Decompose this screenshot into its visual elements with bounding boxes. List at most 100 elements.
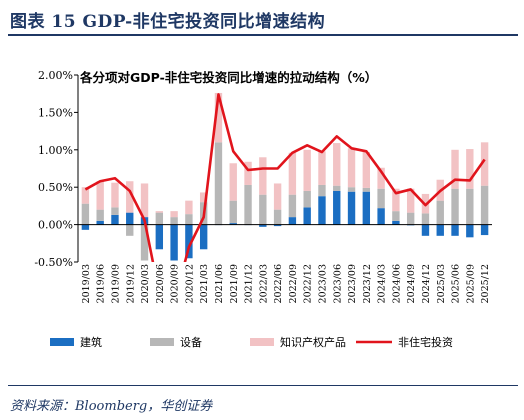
x-tick-label: 2024/06 [391,264,402,303]
legend-label: 建筑 [80,335,102,349]
legend-swatch [250,338,274,346]
bar-equipment [185,214,193,225]
bar-ip [406,188,415,213]
bar-ip [185,200,193,215]
x-tick-label: 2020/09 [170,264,181,303]
bar-ip [347,148,356,188]
bar-equipment [347,187,356,192]
header-rule [8,34,518,36]
bar-construction [451,224,459,236]
bar-construction [480,224,489,236]
bar-construction [273,224,282,227]
total-line-group [84,93,486,262]
bar-construction [111,214,119,225]
bar-equipment [421,213,430,225]
x-tick-label: 2024/09 [406,264,417,303]
bar-ip [214,92,223,143]
bar-construction [318,196,326,225]
legend-label: 设备 [180,335,202,349]
bar-equipment [244,184,252,225]
bar-construction [185,224,193,259]
bar-construction [126,212,134,225]
bar-ip [170,211,178,218]
bar-construction [377,208,385,225]
bar-construction [81,224,90,230]
bar-ip [392,188,400,212]
bar-equipment [406,212,415,225]
bar-ip [333,143,341,186]
bar-construction [333,190,341,225]
x-tick-label: 2022/06 [273,264,284,303]
bar-equipment [362,187,371,192]
bar-ip [126,181,134,213]
bar-equipment [170,217,178,225]
bar-equipment [392,211,400,221]
bar-ip [318,151,326,185]
bar-equipment [111,207,119,215]
x-tick-label: 2023/03 [317,264,328,303]
bar-construction [392,220,400,225]
x-tick-label: 2024/03 [377,264,388,303]
x-tick-label: 2022/09 [288,264,299,303]
bar-equipment [377,188,385,209]
x-tick-label: 2021/03 [199,264,210,303]
bar-construction [229,223,237,225]
y-tick-label: 2.00% [38,69,73,82]
bar-ip [466,149,474,189]
bar-ip [288,152,297,195]
chart-title: 各分项对GDP-非住宅投资同比增速的拉动结构（%） [79,70,377,85]
bar-equipment [214,142,223,225]
x-tick-label: 2020/06 [155,264,166,303]
bar-ip [303,149,311,191]
footer-rule [8,385,518,386]
bar-construction [96,220,104,225]
legend-label: 非住宅投资 [398,335,453,349]
bar-equipment [81,203,90,225]
bar-equipment [480,185,489,225]
bar-ip [244,161,252,185]
bar-equipment [126,224,134,236]
bar-construction [288,217,297,225]
x-tick-label: 2024/12 [421,264,432,303]
bar-construction [259,224,267,227]
x-tick-label: 2020/03 [140,264,151,303]
bar-equipment [436,200,444,225]
x-tick-label: 2021/12 [244,264,255,303]
source-note: 资料来源：Bloomberg，华创证券 [10,399,213,414]
bar-equipment [466,188,474,225]
y-tick-label: 1.50% [38,106,73,119]
bar-construction [362,191,371,225]
x-tick-label: 2019/03 [81,264,92,303]
bar-ip [155,211,164,213]
bar-construction [421,224,430,236]
x-tick-label: 2021/06 [214,264,225,303]
x-tick-label: 2023/06 [332,264,343,303]
y-tick-label: 1.00% [38,144,73,157]
bar-construction [466,224,474,238]
x-tick-label: 2023/12 [362,264,373,303]
y-tick-label: 0.00% [38,219,73,232]
bar-ip [377,167,385,189]
bar-ip [199,192,208,203]
x-tick-label: 2020/12 [184,264,195,303]
x-tick-label: 2019/06 [96,264,107,303]
bar-ip [140,183,149,218]
bar-construction [155,224,164,250]
bar-group [81,92,489,261]
legend-swatch [50,338,74,346]
y-axis: 2.00% 1.50% 1.00% 0.50% 0.00% -0.50% [34,69,78,269]
bar-construction [199,224,208,250]
x-tick-label: 2025/09 [465,264,476,303]
bar-equipment [451,188,459,225]
x-tick-label: 2023/09 [347,264,358,303]
bar-equipment [155,212,164,225]
bar-ip [96,181,104,210]
line-nonresidential-investment [84,93,486,262]
legend-item-construction: 建筑 [50,335,102,349]
bar-equipment [333,185,341,191]
bar-equipment [96,209,104,221]
bar-ip [259,157,267,195]
x-axis: 2019/03 2019/06 2019/09 2019/12 2020/03 2020/… [81,264,491,303]
legend-item-total: 非住宅投资 [356,335,453,349]
